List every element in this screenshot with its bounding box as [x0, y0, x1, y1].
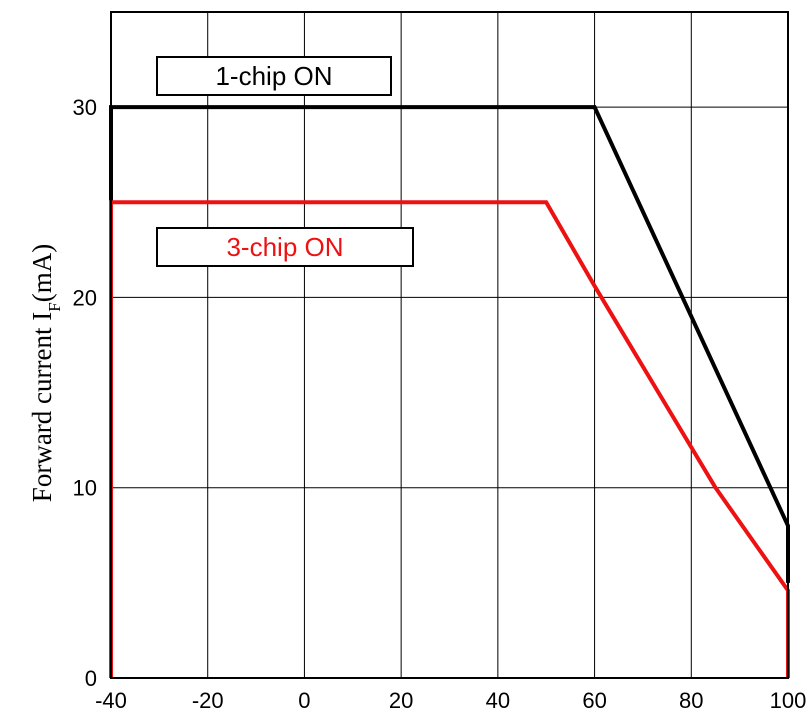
y-axis-label: Forward current IF(mA) [27, 244, 64, 502]
x-tick-label: 40 [486, 688, 510, 713]
y-axis-label-unit: (mA) [27, 244, 57, 302]
legend-box-2 [156, 227, 414, 267]
x-tick-label: -40 [95, 688, 127, 713]
grid [111, 12, 788, 678]
y-axis-label-main: Forward current I [27, 312, 57, 502]
x-tick-label: 60 [582, 688, 606, 713]
y-tick-label: 0 [85, 666, 97, 691]
x-tick-label: 100 [770, 688, 807, 713]
x-tick-label: -20 [192, 688, 224, 713]
x-tick-label: 0 [298, 688, 310, 713]
y-tick-label: 10 [73, 476, 97, 501]
plot-border [110, 11, 789, 679]
legend-label-2: 3-chip ON [226, 232, 343, 262]
y-tick-label: 20 [73, 285, 97, 310]
legend-box-1 [156, 56, 392, 96]
x-tick-label: 20 [389, 688, 413, 713]
x-tick-label: 80 [679, 688, 703, 713]
y-axis-label-subscript: F [45, 302, 64, 311]
series-layer [109, 105, 790, 678]
series-line-1 [109, 105, 790, 583]
tick-labels: -40 -20 0 20 40 60 80 100 0 10 20 30 [73, 95, 807, 713]
y-tick-label: 30 [73, 95, 97, 120]
legend-label-1: 1-chip ON [215, 61, 332, 91]
legend: 1-chip ON 3-chip ON [156, 56, 414, 267]
plot-frame [110, 11, 789, 679]
series-line-2 [109, 200, 790, 678]
